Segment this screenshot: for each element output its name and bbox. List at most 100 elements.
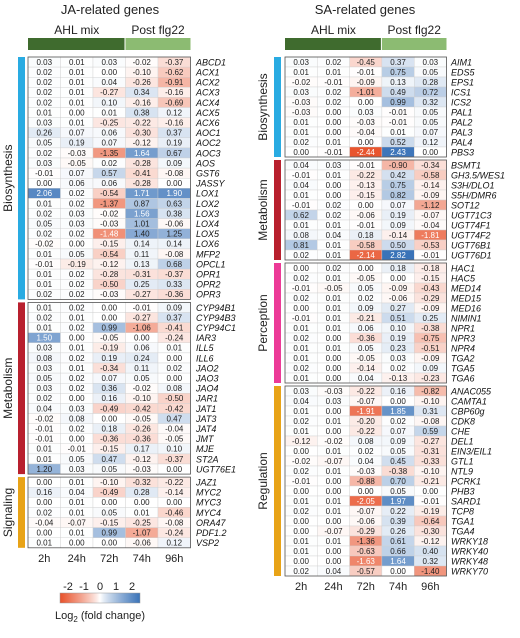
cell-value: 0.00 (326, 108, 342, 117)
gene-label: TGA1 (451, 516, 475, 526)
gene-label: CYP94B3 (196, 313, 236, 323)
cell-value: 0.00 (36, 528, 52, 537)
cell-value: 0.07 (101, 374, 117, 383)
cell-value: 0.12 (423, 138, 439, 147)
cell-value: 0.10 (390, 324, 406, 333)
cell-value: 0.03 (69, 209, 85, 218)
cell-value: -0.07 (357, 397, 376, 406)
cell-value: 0.03 (358, 108, 374, 117)
cell-value: -0.15 (100, 445, 119, 454)
cell-value: 0.02 (390, 364, 406, 373)
cell-value: 0.02 (36, 508, 52, 517)
cell-value: -0.58 (421, 171, 440, 180)
cell-value: -1.48 (100, 230, 119, 239)
cell-value: 2.06 (36, 189, 52, 198)
gene-label: AOC2 (195, 138, 221, 148)
gene-label: JMT (195, 434, 215, 444)
header-label-ahl: AHL mix (54, 23, 99, 37)
cell-value: 0.01 (69, 478, 85, 487)
cell-value: -0.07 (324, 457, 343, 466)
cell-value: -0.54 (100, 250, 119, 259)
cell-value: 0.10 (101, 98, 117, 107)
cell-value: -0.01 (357, 161, 376, 170)
cell-value: 0.05 (390, 447, 406, 456)
cell-value: -0.88 (357, 477, 376, 486)
group-bar-metabolism (274, 160, 281, 260)
cell-value: -0.28 (100, 270, 119, 279)
cell-value: 0.09 (390, 437, 406, 446)
cell-value: -0.21 (357, 314, 376, 323)
gene-label: ICS2 (451, 97, 471, 107)
gene-label: EDS5 (451, 67, 476, 77)
cell-value: 0.28 (423, 78, 439, 87)
cell-value: 0.32 (423, 557, 439, 566)
cell-value: -0.22 (165, 478, 184, 487)
gene-label: NIMIN1 (451, 313, 482, 323)
cell-value: 0.03 (390, 354, 406, 363)
cell-value: -0.45 (357, 58, 376, 67)
cell-value: -0.07 (357, 507, 376, 516)
cell-value: 0.99 (101, 528, 117, 537)
cell-value: 0.08 (69, 414, 85, 423)
cell-value: 0.00 (358, 98, 374, 107)
column-label: 96h (165, 553, 183, 565)
cell-value: -0.31 (421, 447, 440, 456)
cell-value: -0.25 (133, 518, 152, 527)
column-label: 2h (38, 553, 50, 565)
gene-label: NPR4 (451, 343, 475, 353)
cell-value: 0.01 (293, 68, 309, 77)
cell-value: 0.01 (326, 304, 342, 313)
gene-label: PAL2 (451, 117, 472, 127)
cell-value: -0.03 (357, 118, 376, 127)
cell-value: 0.06 (358, 324, 374, 333)
cell-value: -0.05 (165, 435, 184, 444)
cell-value: 0.09 (358, 304, 374, 313)
cell-value: 0.01 (293, 118, 309, 127)
cell-value: -0.10 (421, 467, 440, 476)
cell-value: 0.02 (69, 280, 85, 289)
group-label-perception: Perception (256, 294, 270, 351)
cell-value: 0.01 (326, 68, 342, 77)
cell-value: 0.02 (69, 303, 85, 312)
cell-value: 0.99 (101, 323, 117, 332)
cell-value: 0.38 (134, 108, 150, 117)
cell-value: -0.01 (357, 68, 376, 77)
cell-value: 0.00 (390, 567, 406, 576)
cell-value: -0.30 (421, 527, 440, 536)
gene-label: PAL3 (451, 127, 472, 137)
cell-value: 0.01 (69, 118, 85, 127)
cell-value: 2.82 (390, 251, 406, 260)
cell-value: -0.01 (292, 284, 311, 293)
cell-value: 0.02 (293, 334, 309, 343)
gene-label: EPS1 (451, 77, 474, 87)
cell-value: 0.14 (166, 240, 182, 249)
cell-value: -0.07 (324, 527, 343, 536)
cell-value: 0.03 (69, 219, 85, 228)
cell-value: -0.03 (292, 98, 311, 107)
gene-label: JAR1 (195, 394, 218, 404)
group-label-signaling: Signaling (1, 488, 15, 537)
cell-value: 0.33 (166, 280, 182, 289)
cell-value: -0.01 (324, 148, 343, 157)
cell-value: 0.02 (69, 384, 85, 393)
cell-value: -0.49 (100, 404, 119, 413)
gene-label: UGT74F1 (451, 220, 491, 230)
legend-tick: 0 (97, 581, 103, 593)
cell-value: -0.49 (100, 488, 119, 497)
cell-value: -0.03 (100, 219, 119, 228)
gene-label: CAMTA1 (451, 396, 487, 406)
cell-value: 0.47 (166, 414, 182, 423)
cell-value: -2.05 (357, 497, 376, 506)
gene-label: OPR2 (196, 280, 221, 290)
cell-value: 0.01 (69, 498, 85, 507)
gene-label: WRKY48 (451, 556, 488, 566)
cell-value: -0.07 (68, 518, 87, 527)
column-label: 2h (295, 581, 307, 593)
gene-label: ACX4 (195, 98, 220, 108)
gene-label: BSMT1 (451, 160, 481, 170)
cell-value: 0.00 (166, 179, 182, 188)
cell-value: 0.00 (358, 201, 374, 210)
cell-value: -0.50 (165, 394, 184, 403)
cell-value: -0.34 (100, 364, 119, 373)
cell-value: -0.23 (421, 374, 440, 383)
